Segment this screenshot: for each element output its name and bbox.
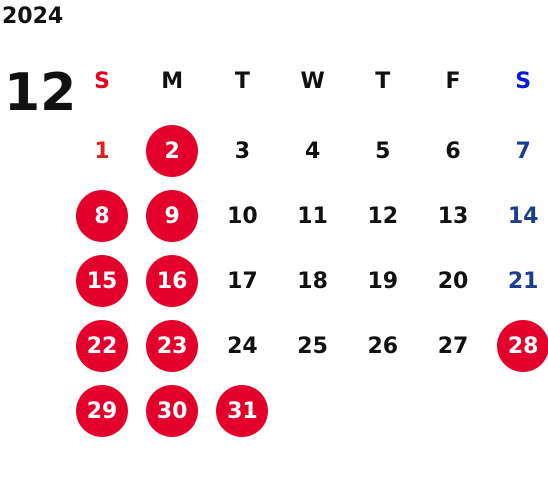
marked-day: 16	[146, 255, 199, 307]
month: 12	[4, 63, 77, 123]
weekday-header: T	[375, 68, 391, 94]
marked-day: 8	[76, 190, 128, 242]
weekday-header: F	[445, 68, 461, 94]
day: 13	[437, 203, 469, 229]
year: 2024	[2, 4, 64, 29]
marked-day: 9	[146, 190, 199, 242]
day: 20	[437, 268, 469, 294]
day: 7	[515, 138, 531, 164]
day: 11	[297, 203, 328, 229]
day: 18	[297, 268, 328, 294]
day: 10	[227, 203, 258, 229]
marked-day: 30	[146, 385, 199, 437]
weekday-header: S	[94, 68, 110, 94]
day: 6	[445, 138, 461, 164]
day: 4	[304, 138, 321, 164]
day: 12	[367, 203, 399, 229]
day: 1	[94, 138, 110, 164]
day: 25	[297, 333, 328, 359]
marked-day: 2	[146, 125, 199, 177]
weekday-header: S	[515, 68, 532, 94]
marked-day: 23	[146, 320, 199, 372]
marked-day: 15	[76, 255, 128, 307]
day: 5	[375, 138, 391, 164]
marked-day: 28	[497, 320, 548, 372]
day: 21	[507, 268, 539, 294]
day: 26	[367, 333, 399, 359]
day: 14	[507, 203, 539, 229]
weekday-header: M	[161, 68, 184, 94]
day: 27	[437, 333, 469, 359]
marked-day: 22	[76, 320, 128, 372]
marked-day: 29	[76, 385, 128, 437]
day: 24	[227, 333, 258, 359]
marked-day: 31	[216, 385, 269, 437]
day: 3	[234, 138, 251, 164]
weekday-header: W	[300, 68, 325, 94]
day: 17	[227, 268, 258, 294]
weekday-header: T	[234, 68, 250, 94]
day: 19	[367, 268, 399, 294]
